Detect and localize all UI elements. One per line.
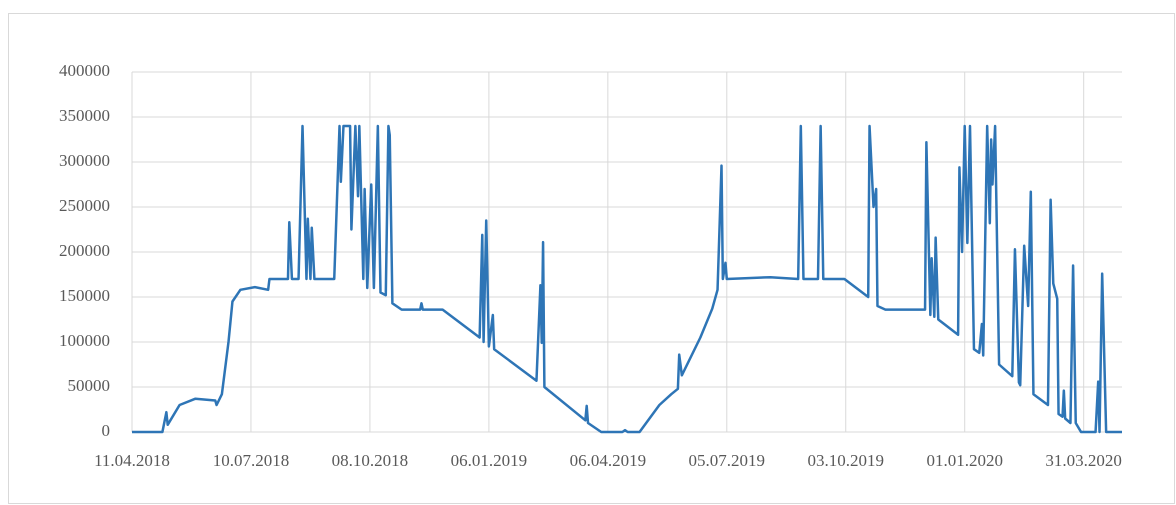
- y-tick-label: 50000: [68, 376, 111, 395]
- y-tick-label: 200000: [59, 241, 110, 260]
- x-tick-label: 06.04.2019: [570, 451, 647, 470]
- x-tick-label: 10.07.2018: [213, 451, 290, 470]
- x-tick-label: 11.04.2018: [94, 451, 170, 470]
- x-tick-label: 08.10.2018: [332, 451, 409, 470]
- y-tick-label: 150000: [59, 286, 110, 305]
- y-tick-label: 100000: [59, 331, 110, 350]
- x-tick-label: 31.03.2020: [1045, 451, 1122, 470]
- chart-frame: [8, 13, 1175, 504]
- x-tick-label: 05.07.2019: [689, 451, 766, 470]
- y-tick-label: 400000: [59, 61, 110, 80]
- y-tick-label: 350000: [59, 106, 110, 125]
- x-tick-label: 01.01.2020: [926, 451, 1003, 470]
- y-tick-label: 300000: [59, 151, 110, 170]
- y-tick-label: 0: [102, 421, 111, 440]
- x-tick-label: 06.01.2019: [451, 451, 528, 470]
- x-tick-label: 03.10.2019: [808, 451, 885, 470]
- data-line: [132, 124, 1122, 434]
- y-tick-label: 250000: [59, 196, 110, 215]
